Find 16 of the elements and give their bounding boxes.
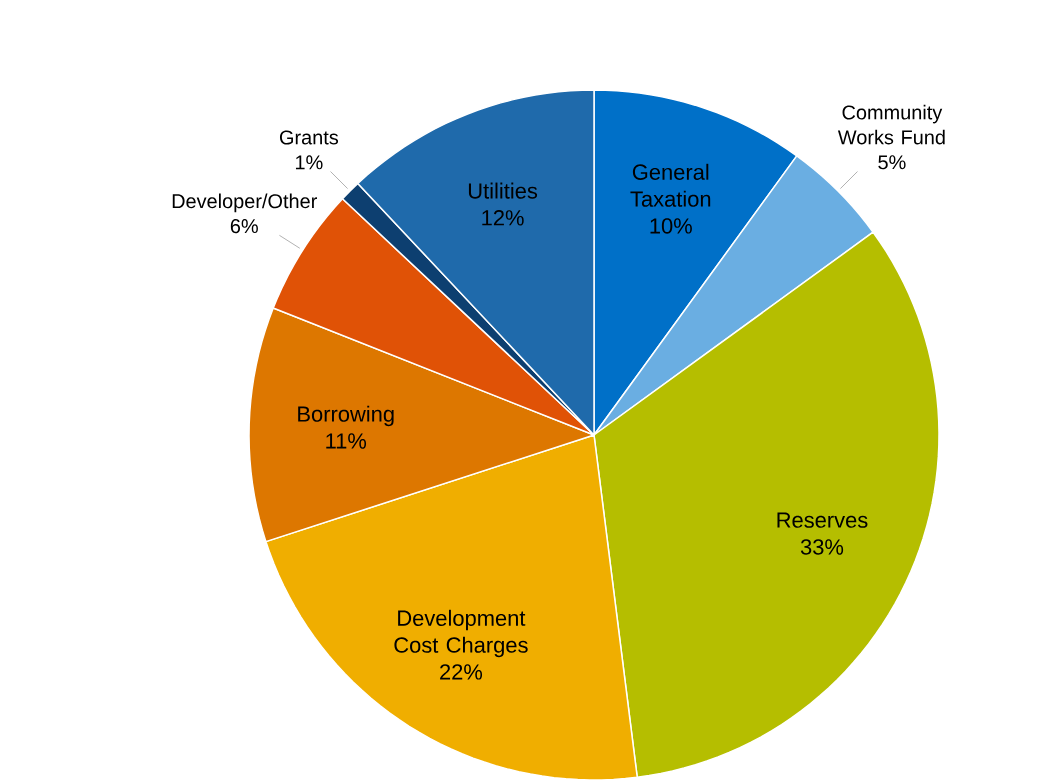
slice-label: Community Works Fund	[837, 104, 945, 145]
data-label: 33%	[800, 539, 844, 555]
data-label: 5%	[878, 155, 906, 170]
data-label: 1%	[295, 155, 323, 170]
data-label: 10%	[650, 218, 692, 234]
slice-label: Development Cost Charges	[394, 609, 528, 658]
data-label: 12%	[482, 210, 524, 226]
data-label: 22%	[440, 664, 483, 680]
slice-label: Grants	[279, 130, 339, 145]
slice-label: Borrowing	[298, 405, 394, 427]
slice-label: Developer/Other	[172, 193, 317, 213]
slice-label: General Taxation	[630, 163, 711, 207]
slice-label: Utilities	[468, 182, 538, 199]
slice-label: Reserves	[777, 512, 868, 528]
data-label: 6%	[230, 219, 258, 234]
data-label: 11%	[326, 433, 367, 449]
